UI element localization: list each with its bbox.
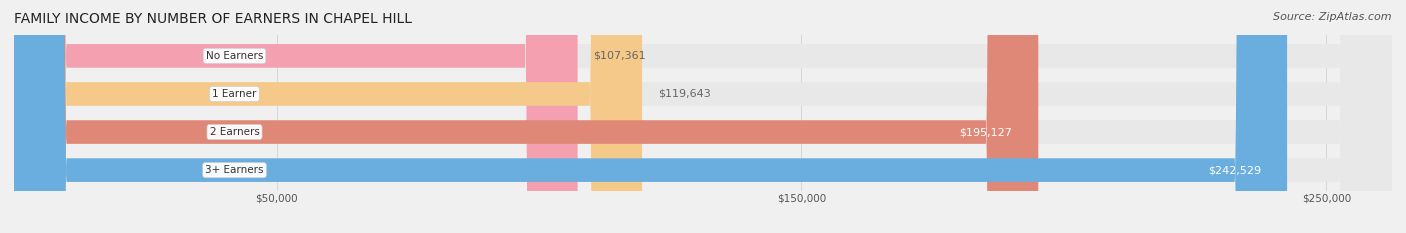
FancyBboxPatch shape (14, 0, 1392, 233)
Text: $119,643: $119,643 (658, 89, 710, 99)
Text: $242,529: $242,529 (1208, 165, 1261, 175)
FancyBboxPatch shape (14, 0, 578, 233)
FancyBboxPatch shape (14, 0, 1286, 233)
Text: $107,361: $107,361 (593, 51, 645, 61)
Text: Source: ZipAtlas.com: Source: ZipAtlas.com (1274, 12, 1392, 22)
Text: No Earners: No Earners (205, 51, 263, 61)
Text: $195,127: $195,127 (959, 127, 1012, 137)
Text: FAMILY INCOME BY NUMBER OF EARNERS IN CHAPEL HILL: FAMILY INCOME BY NUMBER OF EARNERS IN CH… (14, 12, 412, 26)
Text: 3+ Earners: 3+ Earners (205, 165, 264, 175)
FancyBboxPatch shape (14, 0, 1038, 233)
FancyBboxPatch shape (14, 0, 643, 233)
Text: 2 Earners: 2 Earners (209, 127, 260, 137)
FancyBboxPatch shape (14, 0, 1392, 233)
Text: 1 Earner: 1 Earner (212, 89, 257, 99)
FancyBboxPatch shape (14, 0, 1392, 233)
FancyBboxPatch shape (14, 0, 1392, 233)
